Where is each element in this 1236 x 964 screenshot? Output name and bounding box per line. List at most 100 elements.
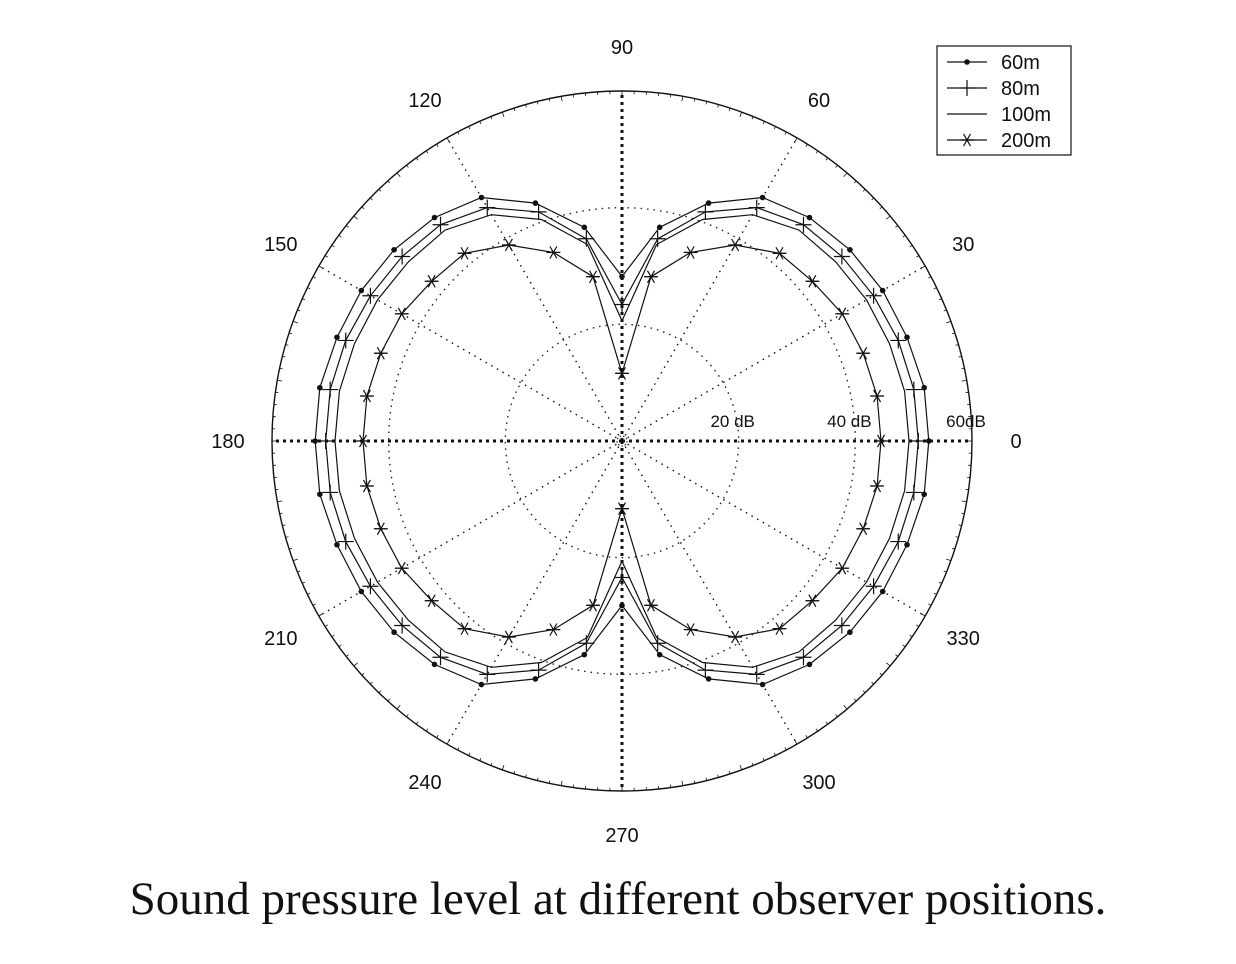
spoke-330 [621, 440, 926, 617]
outer-circle-tick [902, 234, 906, 238]
outer-circle-tick [843, 705, 848, 710]
point-60m [581, 224, 588, 231]
outer-circle-tick [279, 367, 283, 370]
outer-circle-tick [909, 634, 913, 638]
point-80m [322, 484, 339, 501]
outer-circle-tick [490, 762, 493, 766]
outer-circle-tick [312, 603, 316, 606]
outer-circle-tick [784, 131, 787, 135]
point-60m [847, 629, 853, 636]
point-80m [748, 199, 765, 216]
ring-label-60: 60dB [946, 412, 986, 431]
outer-circle-tick [928, 603, 932, 606]
outer-circle-tick [835, 714, 838, 718]
ring-label-20: 20 dB [710, 412, 754, 431]
point-200m [586, 598, 601, 612]
point-80m [614, 296, 630, 313]
point-60m [921, 384, 927, 391]
point-80m [337, 533, 354, 550]
center-ring [616, 435, 628, 447]
legend-entry-100m: 100m [947, 104, 1051, 126]
point-80m [890, 533, 907, 550]
outer-circle-tick [693, 780, 696, 784]
figure-caption: Sound pressure level at different observ… [129, 873, 1107, 925]
outer-circle-tick [292, 558, 298, 562]
outer-circle-tick [406, 714, 409, 718]
point-60m [656, 224, 663, 231]
outer-circle-tick [277, 379, 283, 382]
outer-circle-tick [909, 244, 913, 248]
series-80m [317, 199, 927, 683]
point-80m [530, 662, 547, 679]
outer-circle-tick [773, 752, 776, 756]
point-60m [879, 287, 886, 294]
outer-circle-tick [938, 581, 942, 584]
series-line-100m [334, 214, 910, 668]
spoke-120 [446, 137, 623, 442]
angle-label-210: 210 [264, 628, 297, 650]
outer-circle-tick [289, 547, 293, 550]
legend-box [936, 45, 1072, 156]
point-200m [856, 346, 871, 360]
angle-label-120: 120 [408, 90, 441, 112]
outer-circle-tick [548, 98, 551, 102]
point-60m [705, 676, 712, 682]
outer-circle-tick [353, 215, 358, 220]
outer-circle-tick [457, 131, 460, 135]
outer-circle-tick [879, 206, 883, 210]
outer-circle-tick [705, 101, 708, 105]
point-60m [921, 491, 927, 498]
point-80m [394, 617, 411, 634]
outer-circle-tick [853, 698, 857, 702]
legend-entry-200m: 200m [947, 130, 1051, 152]
point-60m [581, 651, 588, 658]
outer-circle-tick [378, 690, 382, 694]
point-200m [728, 238, 743, 252]
outer-circle-tick [958, 524, 962, 527]
outer-circle-tick [425, 150, 429, 154]
outer-circle-tick [871, 681, 875, 685]
point-80m [833, 617, 850, 634]
point-200m [546, 623, 561, 636]
outer-circle-tick [916, 255, 920, 258]
outer-circle-tick [297, 309, 301, 312]
outer-circle-tick [302, 298, 306, 301]
outer-circle-tick [933, 592, 937, 595]
angle-label-180: 180 [211, 431, 244, 453]
outer-circle-tick [961, 367, 965, 370]
outer-circle-tick [387, 180, 391, 184]
point-200m [457, 622, 472, 636]
outer-circle-tick [886, 662, 891, 667]
outer-circle-tick [681, 780, 684, 786]
point-80m [317, 433, 334, 449]
point-60m [926, 438, 932, 444]
outer-circle-tick [279, 512, 283, 515]
outer-circle-tick [773, 126, 776, 130]
point-60m [431, 661, 438, 668]
angle-label-90: 90 [611, 37, 633, 59]
point-60m [478, 681, 485, 688]
outer-circle-tick [331, 244, 335, 248]
outer-circle-tick [739, 765, 743, 771]
point-200m [772, 622, 787, 636]
outer-circle-tick [369, 197, 373, 201]
outer-circle-tick [406, 164, 409, 168]
angle-label-60: 60 [808, 90, 830, 112]
outer-circle-tick [843, 172, 848, 177]
point-60m [478, 194, 485, 201]
outer-circle-tick [302, 581, 306, 584]
point-200m [359, 389, 374, 403]
outer-circle-tick [815, 150, 819, 154]
point-80m [337, 332, 354, 349]
outer-circle-tick [396, 172, 401, 177]
outer-circle-tick [324, 255, 328, 258]
point-200m [874, 434, 888, 448]
point-200m [457, 246, 472, 260]
point-200m [643, 270, 658, 284]
outer-circle-tick [338, 644, 342, 648]
point-80m [394, 248, 411, 265]
point-60m [806, 661, 813, 668]
outer-circle-tick [705, 777, 708, 781]
outer-circle-tick [289, 332, 293, 335]
outer-circle-tick [862, 690, 866, 694]
